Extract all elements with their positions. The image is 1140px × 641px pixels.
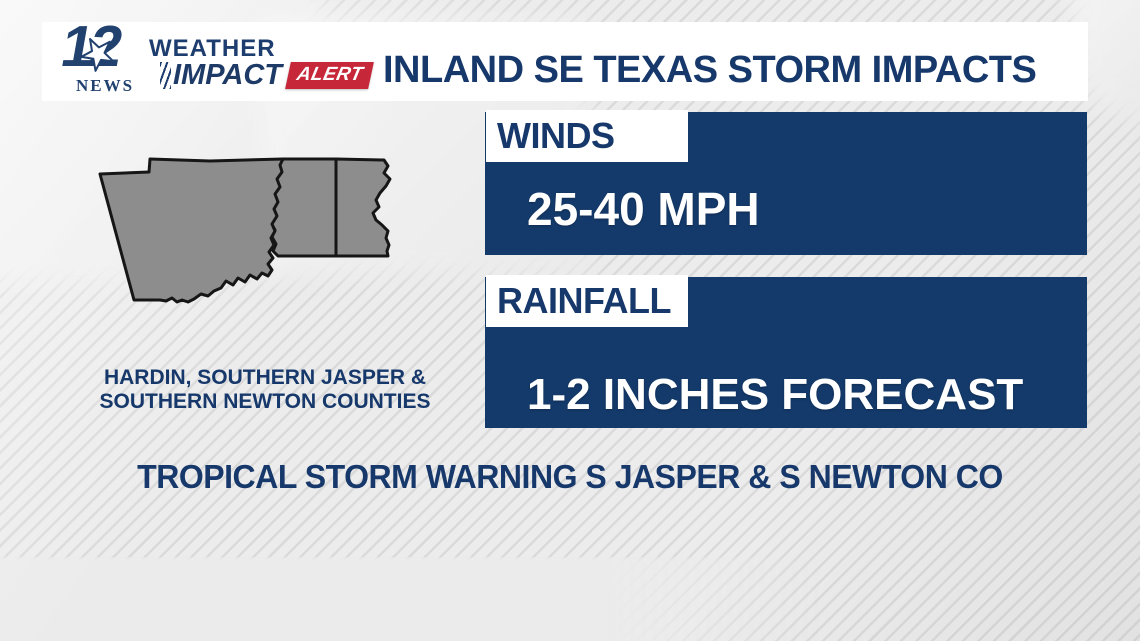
map-caption: HARDIN, SOUTHERN JASPER & SOUTHERN NEWTO…: [70, 366, 460, 414]
map-caption-line2: SOUTHERN NEWTON COUNTIES: [99, 390, 431, 413]
page-title: INLAND SE TEXAS STORM IMPACTS: [383, 49, 1037, 91]
alert-badge-label: ALERT: [294, 64, 365, 85]
weather-impact-alert-logo: WEATHER IMPACT ALERT: [146, 33, 386, 93]
station-logo: 12 NEWS: [56, 14, 150, 100]
weather-wordmark: WEATHER: [149, 35, 276, 62]
rainfall-value: 1-2 INCHES FORECAST: [527, 370, 1024, 419]
winds-value: 25-40 MPH: [527, 183, 760, 235]
header-bar: 12 NEWS WEATHER IMPACT ALERT INLAND SE T…: [42, 14, 1088, 101]
map-county-hardin: [98, 157, 285, 304]
impact-alert-row: IMPACT ALERT: [160, 59, 375, 91]
map-county-s-newton: [334, 157, 392, 258]
slashes-icon: [160, 62, 171, 89]
alert-badge: ALERT: [285, 62, 375, 89]
tropical-storm-warning-text: TROPICAL STORM WARNING S JASPER & S NEWT…: [137, 458, 1003, 495]
rainfall-panel: RAINFALL 1-2 INCHES FORECAST: [485, 275, 1087, 428]
impact-wordmark: IMPACT: [173, 59, 283, 91]
map-caption-line1: HARDIN, SOUTHERN JASPER &: [103, 366, 427, 389]
rainfall-panel-label: RAINFALL: [486, 275, 688, 327]
winds-panel: WINDS 25-40 MPH: [485, 110, 1087, 255]
winds-panel-label: WINDS: [486, 110, 688, 162]
county-map: [98, 157, 392, 304]
star-icon: [80, 37, 115, 72]
station-name: NEWS: [75, 76, 135, 95]
